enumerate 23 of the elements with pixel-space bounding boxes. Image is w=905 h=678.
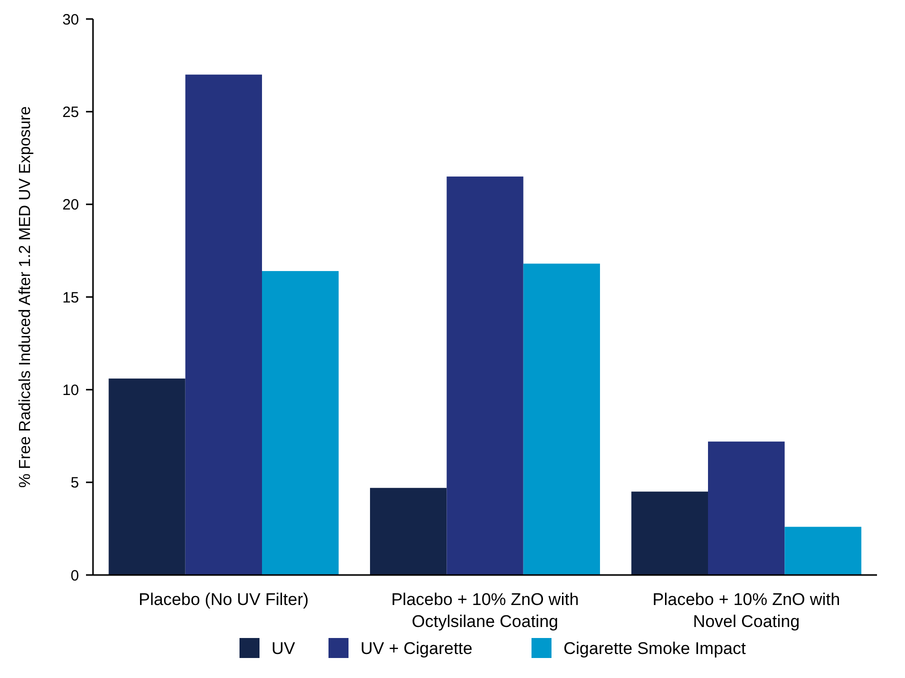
y-tick-label: 25 [62,104,79,121]
bar [446,176,524,575]
x-tick-label: Placebo + 10% ZnO with Octylsilane Coating [391,590,579,631]
bar [262,271,339,575]
x-tick-label: Placebo (No UV Filter) [138,590,309,609]
bar [185,74,262,575]
bar [708,442,785,575]
y-tick-label: 10 [62,382,79,399]
x-tick-label: Placebo + 10% ZnO with Novel Coating [652,590,840,631]
bar [631,492,708,575]
bar [370,488,447,575]
bar [523,264,600,575]
bar [108,378,186,575]
y-tick-label: 5 [70,474,79,492]
y-tick-label: 30 [62,11,79,28]
y-tick-label: 20 [62,196,79,214]
legend-label: UV [272,638,296,658]
bar [784,526,862,575]
legend-label: UV + Cigarette [360,638,472,658]
legend-label: Cigarette Smoke Impact [564,638,746,658]
y-axis-title: % Free Radicals Induced After 1.2 MED UV Exposure [17,106,34,488]
y-tick-label: 15 [62,289,79,306]
y-tick-label: 0 [70,567,79,584]
